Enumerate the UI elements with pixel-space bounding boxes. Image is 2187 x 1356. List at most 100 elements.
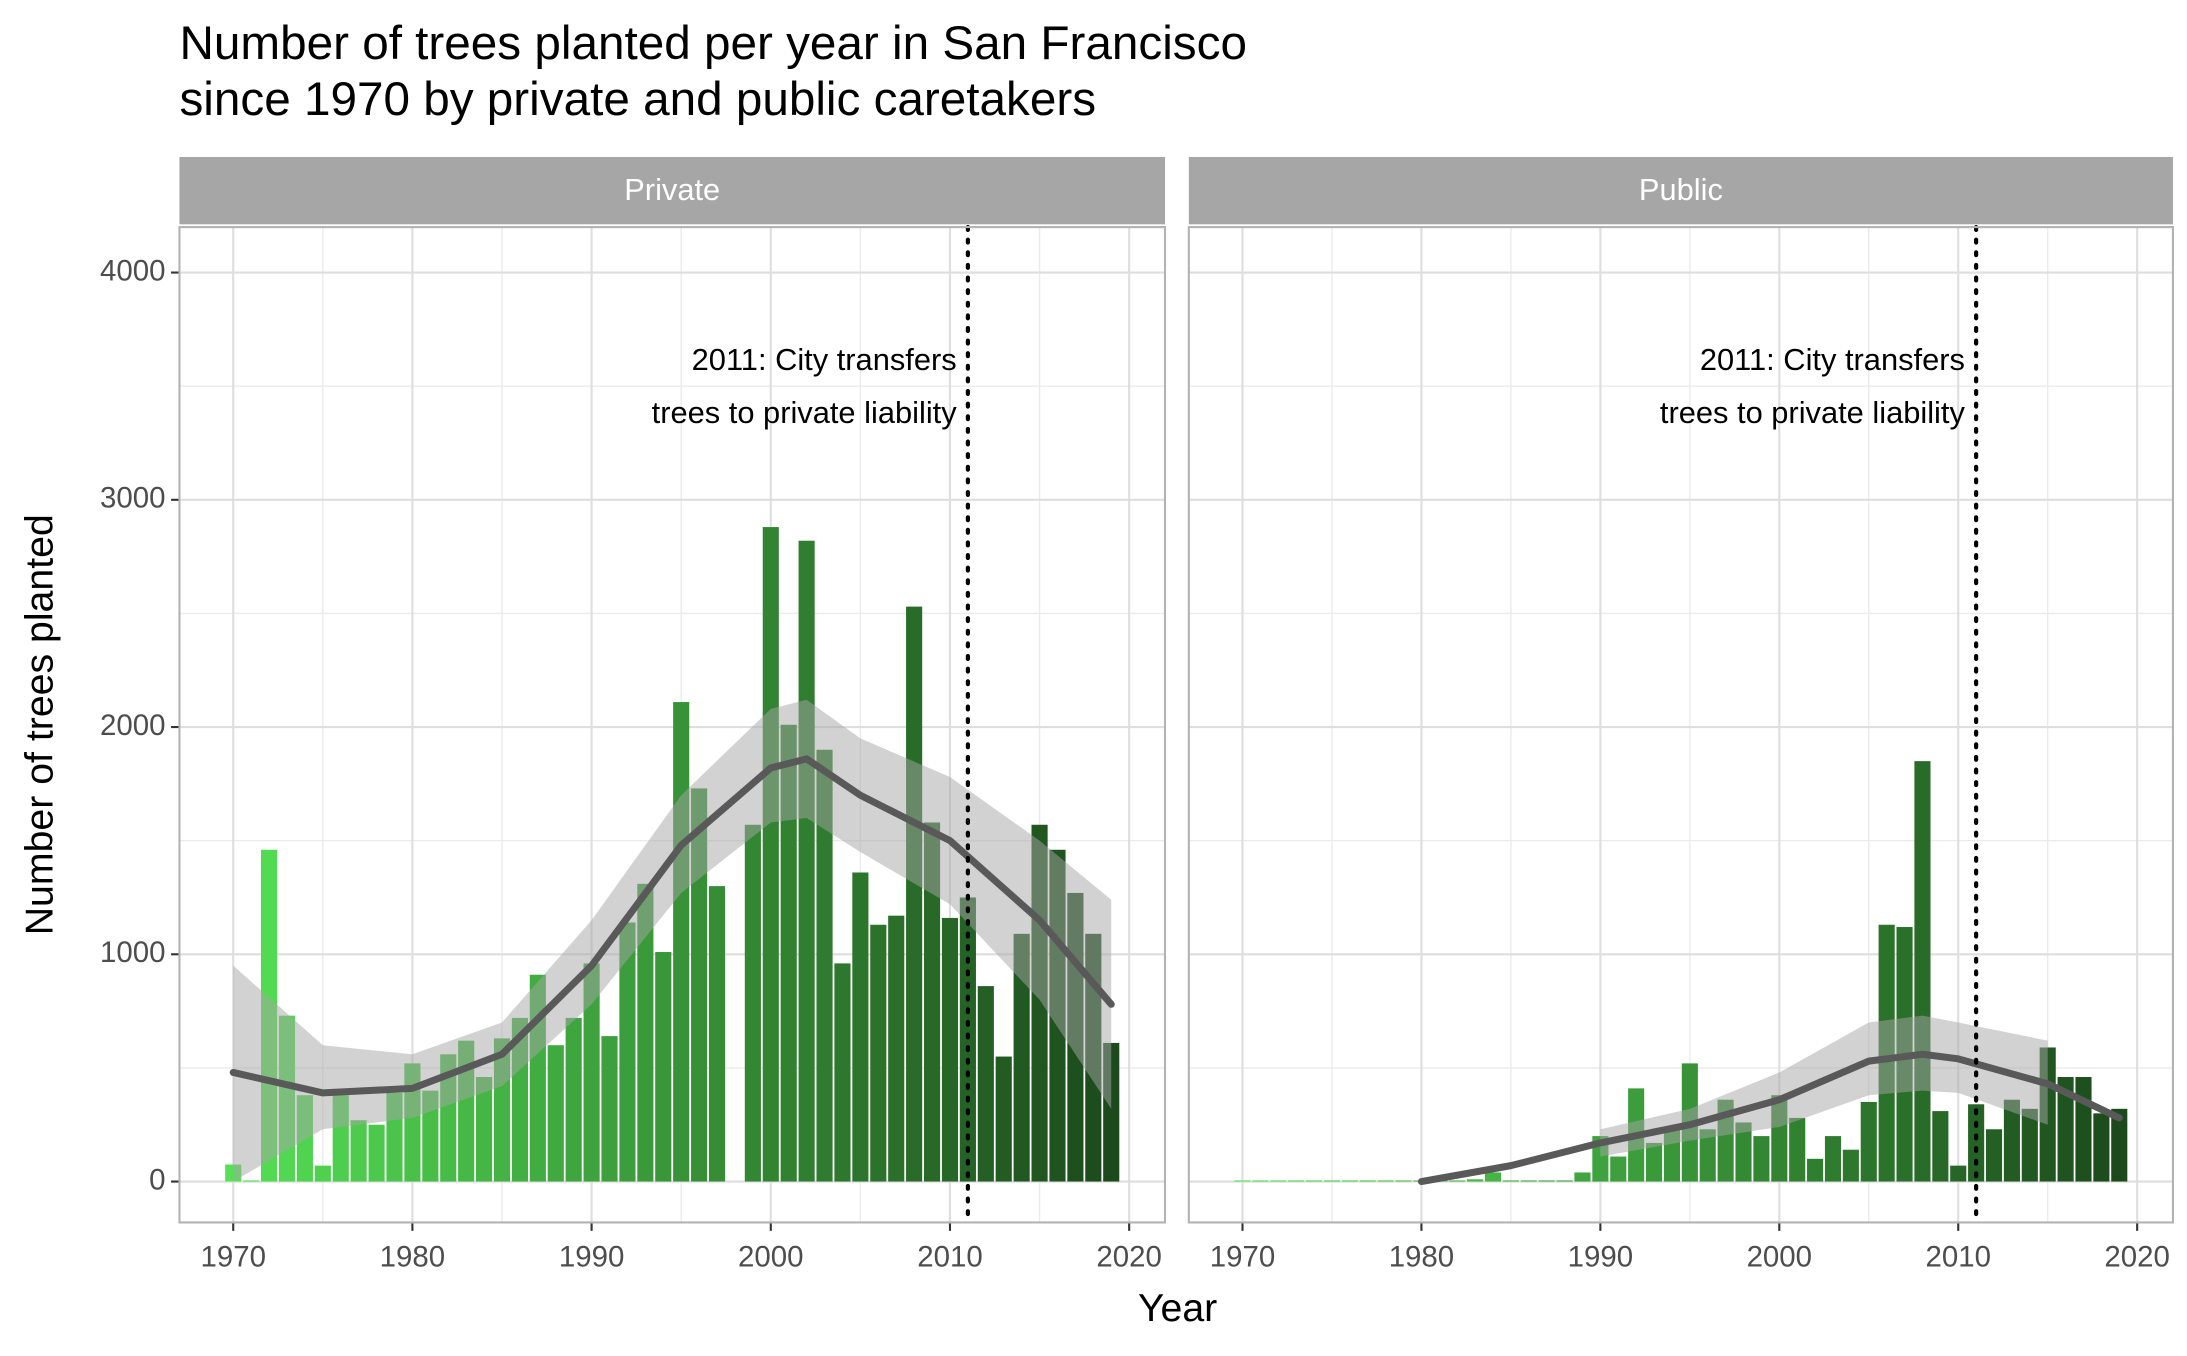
bar xyxy=(314,1165,331,1182)
strip-label: Private xyxy=(624,172,720,207)
bar xyxy=(1323,1180,1341,1182)
chart-title: Number of trees planted per year in San … xyxy=(179,17,1247,70)
bar xyxy=(547,1045,564,1182)
bar xyxy=(1520,1180,1537,1182)
x-tick-label: 2000 xyxy=(1747,1241,1812,1274)
bar xyxy=(1306,1180,1323,1182)
bar xyxy=(601,1036,618,1182)
x-tick-label: 2010 xyxy=(1926,1241,1991,1274)
bar xyxy=(1449,1180,1466,1182)
x-tick-label: 1990 xyxy=(559,1241,624,1274)
bar xyxy=(906,606,923,1182)
bar xyxy=(708,886,726,1182)
bar xyxy=(691,788,708,1182)
x-axis-label: Year xyxy=(1138,1286,1217,1330)
bar xyxy=(1914,761,1931,1182)
x-tick-label: 1970 xyxy=(1210,1241,1275,1274)
bar xyxy=(1377,1180,1394,1182)
bar xyxy=(243,1180,260,1182)
bar xyxy=(1753,1136,1770,1182)
annotation: trees to private liability xyxy=(652,395,958,430)
bar xyxy=(637,883,654,1182)
bar xyxy=(977,986,994,1182)
y-axis-label: Number of trees planted xyxy=(17,514,61,935)
bar xyxy=(2093,1113,2110,1182)
chart-title: since 1970 by private and public caretak… xyxy=(179,73,1096,126)
bar xyxy=(1824,1136,1842,1182)
bar xyxy=(1013,933,1030,1182)
bar xyxy=(1359,1180,1376,1182)
bar xyxy=(583,963,600,1182)
x-tick-label: 2000 xyxy=(738,1241,803,1274)
bar xyxy=(798,540,815,1182)
bar xyxy=(1807,1158,1824,1182)
bar xyxy=(834,963,851,1182)
trend-line xyxy=(229,755,1115,1097)
bar xyxy=(870,924,887,1182)
trend-line xyxy=(1417,1050,2123,1186)
bar xyxy=(1234,1180,1251,1182)
bar xyxy=(655,952,672,1182)
bar xyxy=(1985,1129,2003,1182)
x-tick-label: 1980 xyxy=(380,1241,445,1274)
bar xyxy=(1968,1104,1985,1182)
bar xyxy=(941,917,959,1182)
bar xyxy=(1699,1129,1716,1182)
bar xyxy=(1842,1149,1859,1182)
y-tick-label: 3000 xyxy=(100,482,165,515)
bar xyxy=(1252,1180,1269,1182)
bar xyxy=(1610,1156,1627,1182)
bar xyxy=(1932,1111,1949,1182)
bar xyxy=(1502,1180,1519,1182)
bar xyxy=(368,1124,385,1182)
strip xyxy=(1188,157,2173,225)
bar xyxy=(923,822,941,1182)
bar xyxy=(422,1090,439,1182)
bar xyxy=(959,897,976,1182)
bar xyxy=(2111,1108,2128,1182)
bar xyxy=(476,1077,493,1182)
annotation: 2011: City transfers xyxy=(692,342,957,377)
confidence-band xyxy=(233,699,1112,1182)
x-tick-label: 2020 xyxy=(2104,1241,2169,1274)
bar xyxy=(2021,1108,2038,1182)
bar xyxy=(2075,1077,2092,1182)
y-tick-label: 4000 xyxy=(100,254,165,287)
bar xyxy=(1735,1122,1752,1182)
bar xyxy=(1288,1180,1305,1182)
x-tick-label: 2010 xyxy=(917,1241,982,1274)
y-tick-label: 2000 xyxy=(100,709,165,742)
bar xyxy=(1789,1117,1806,1182)
bar xyxy=(1395,1180,1412,1182)
bar xyxy=(673,702,690,1182)
bar xyxy=(565,1017,582,1182)
bar xyxy=(1574,1172,1591,1182)
annotation: trees to private liability xyxy=(1660,395,1966,430)
bar xyxy=(2003,1099,2020,1182)
bar xyxy=(1950,1165,1967,1182)
bar xyxy=(1467,1179,1484,1182)
bar xyxy=(852,872,869,1182)
panel-border xyxy=(1187,226,2175,1224)
bar xyxy=(1538,1180,1555,1182)
bar xyxy=(744,824,761,1182)
bar xyxy=(1556,1180,1573,1182)
x-tick-label: 1970 xyxy=(200,1241,265,1274)
bar xyxy=(1341,1180,1358,1182)
bar xyxy=(1484,1172,1502,1182)
bar xyxy=(2057,1077,2074,1182)
bar xyxy=(816,749,833,1182)
panel-border xyxy=(178,226,1167,1224)
bar xyxy=(1860,1102,1877,1182)
bar xyxy=(1270,1180,1287,1182)
strip-label: Public xyxy=(1639,172,1723,207)
y-tick-label: 1000 xyxy=(100,936,165,969)
bar xyxy=(762,527,779,1182)
y-tick-label: 0 xyxy=(149,1163,165,1196)
annotation: 2011: City transfers xyxy=(1700,342,1965,377)
strip xyxy=(179,157,1165,225)
x-tick-label: 1990 xyxy=(1568,1241,1633,1274)
bar xyxy=(995,1056,1012,1182)
